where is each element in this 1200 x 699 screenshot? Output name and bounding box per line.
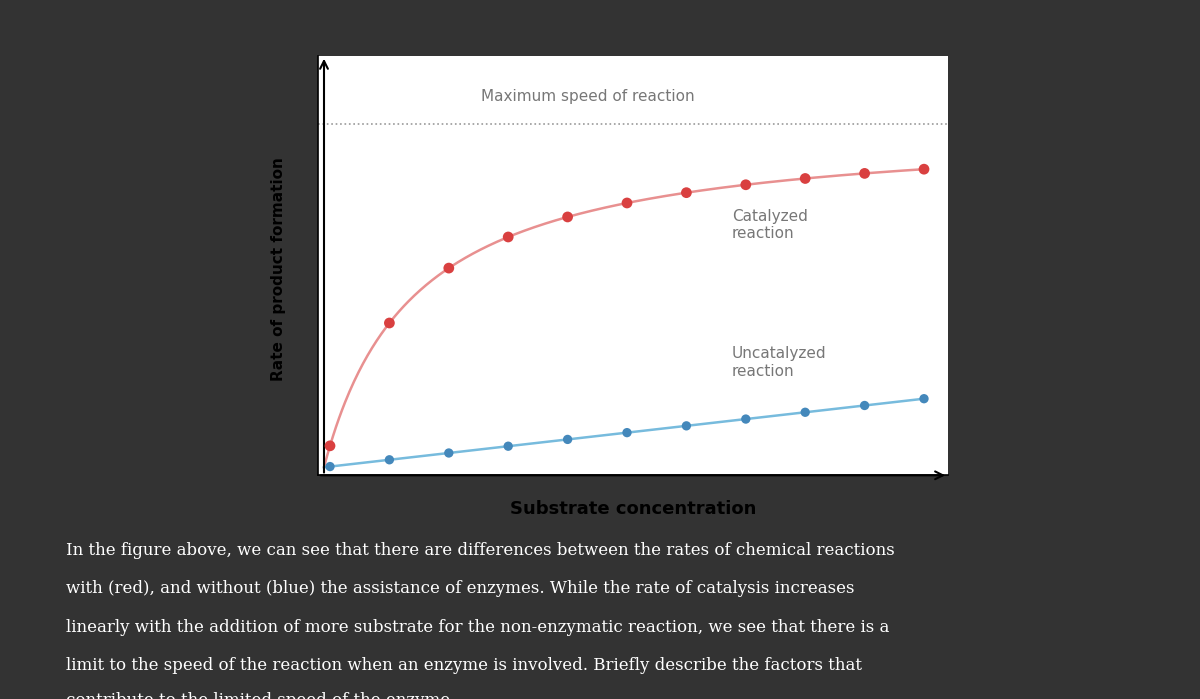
Point — [379, 454, 398, 466]
Point — [737, 179, 756, 190]
Point — [914, 164, 934, 175]
Point — [796, 407, 815, 418]
Point — [914, 393, 934, 404]
Point — [320, 440, 340, 452]
Text: In the figure above, we can see that there are differences between the rates of : In the figure above, we can see that the… — [66, 542, 895, 559]
Point — [558, 434, 577, 445]
Point — [618, 197, 637, 208]
Point — [796, 173, 815, 184]
Text: limit to the speed of the reaction when an enzyme is involved. Briefly describe : limit to the speed of the reaction when … — [66, 657, 862, 674]
Text: with (red), and without (blue) the assistance of enzymes. While the rate of cata: with (red), and without (blue) the assis… — [66, 580, 854, 597]
Point — [439, 447, 458, 459]
Point — [677, 420, 696, 431]
Point — [558, 211, 577, 222]
Text: linearly with the addition of more substrate for the non-enzymatic reaction, we : linearly with the addition of more subst… — [66, 619, 889, 635]
Text: contribute to the limited speed of the enzyme.: contribute to the limited speed of the e… — [66, 692, 455, 699]
Point — [618, 427, 637, 438]
Point — [854, 400, 874, 411]
Text: Maximum speed of reaction: Maximum speed of reaction — [481, 89, 695, 104]
Point — [499, 231, 518, 243]
Text: Substrate concentration: Substrate concentration — [510, 500, 757, 518]
Text: Rate of product formation: Rate of product formation — [271, 157, 286, 381]
Point — [854, 168, 874, 179]
Point — [379, 317, 398, 329]
Point — [499, 440, 518, 452]
Text: Catalyzed
reaction: Catalyzed reaction — [732, 209, 808, 241]
Point — [677, 187, 696, 199]
Point — [737, 414, 756, 425]
Point — [439, 263, 458, 274]
Text: Uncatalyzed
reaction: Uncatalyzed reaction — [732, 346, 827, 379]
Point — [320, 461, 340, 472]
